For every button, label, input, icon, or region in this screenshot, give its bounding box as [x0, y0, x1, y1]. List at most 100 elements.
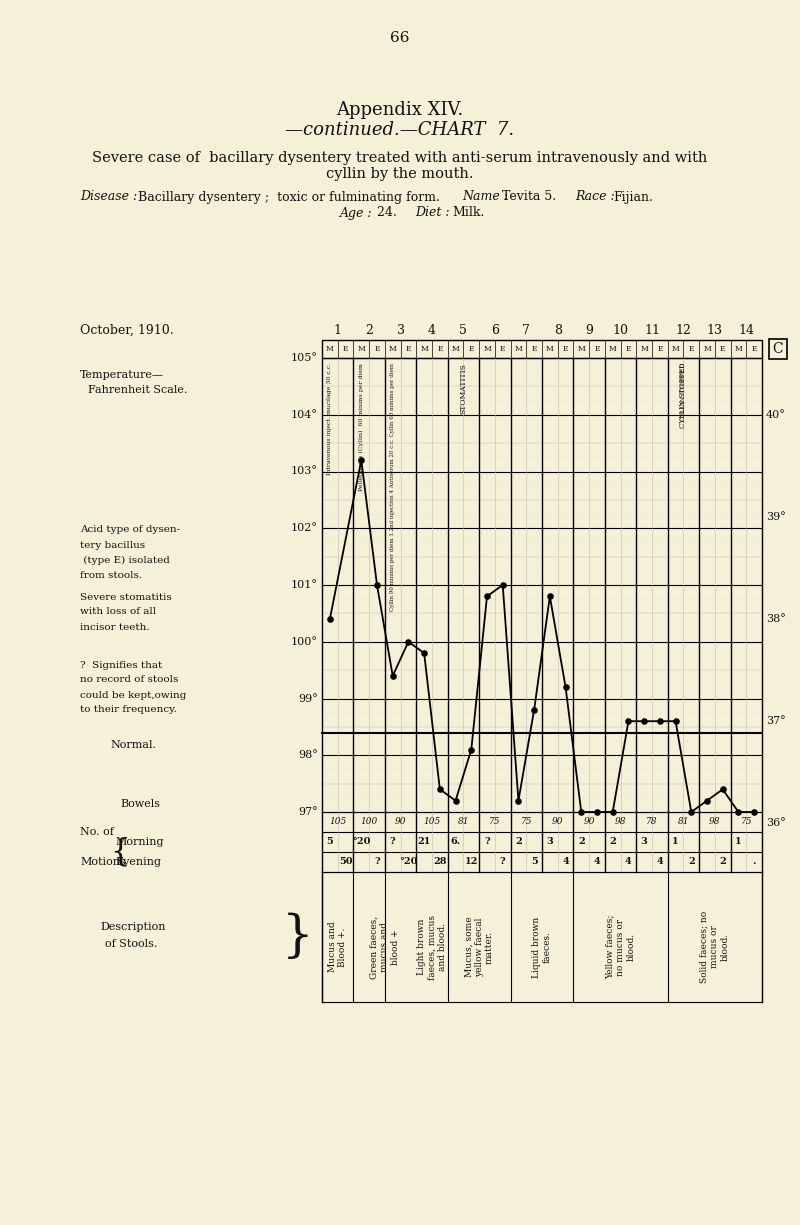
Text: {: { — [110, 837, 130, 867]
Text: 90: 90 — [395, 817, 406, 827]
Text: 13: 13 — [707, 323, 723, 337]
Point — [590, 802, 603, 822]
Point — [716, 779, 729, 799]
Text: 104°: 104° — [291, 409, 318, 420]
Text: E: E — [563, 345, 568, 353]
Point — [528, 699, 541, 719]
Text: cyllin by the mouth.: cyllin by the mouth. — [326, 167, 474, 181]
Text: 3: 3 — [397, 323, 405, 337]
Text: 2: 2 — [578, 838, 585, 846]
Text: no record of stools: no record of stools — [80, 675, 178, 685]
Text: to their frequency.: to their frequency. — [80, 706, 177, 714]
Text: 66: 66 — [390, 31, 410, 45]
Text: ?  Signifies that: ? Signifies that — [80, 660, 162, 670]
Text: 12: 12 — [675, 323, 691, 337]
Text: 90: 90 — [583, 817, 595, 827]
Text: from stools.: from stools. — [80, 571, 142, 579]
Point — [434, 779, 446, 799]
Text: STOMATITIS: STOMATITIS — [459, 363, 467, 414]
Point — [402, 632, 415, 652]
Text: Bowels: Bowels — [120, 799, 160, 808]
Text: Pelletinoids (Cyllin)  60 minims per diem: Pelletinoids (Cyllin) 60 minims per diem — [358, 363, 364, 491]
Text: M: M — [514, 345, 522, 353]
Point — [418, 643, 430, 663]
Text: 2: 2 — [688, 858, 694, 866]
Text: 14: 14 — [738, 323, 754, 337]
Text: Temperature—: Temperature— — [80, 370, 164, 380]
Text: —continued.—CHART  7.: —continued.—CHART 7. — [286, 121, 514, 138]
Text: 105: 105 — [423, 817, 441, 827]
Text: .: . — [753, 858, 756, 866]
Text: 101°: 101° — [291, 579, 318, 590]
Text: Appendix XIV.: Appendix XIV. — [336, 100, 464, 119]
Text: 7: 7 — [522, 323, 530, 337]
Text: 97°: 97° — [298, 807, 318, 817]
Text: M: M — [734, 345, 742, 353]
Text: 75: 75 — [521, 817, 532, 827]
Text: No. of: No. of — [80, 827, 114, 837]
Text: 99°: 99° — [298, 693, 318, 703]
Text: 10: 10 — [613, 323, 629, 337]
Text: 21: 21 — [418, 838, 431, 846]
Text: Cyllin 90 minims per diem 1.2nd injection 4 Antiserum 20 c.c. Cyllin 60 minims p: Cyllin 90 minims per diem 1.2nd injectio… — [390, 363, 395, 611]
Text: 2: 2 — [515, 838, 522, 846]
Text: E: E — [626, 345, 631, 353]
Point — [543, 587, 556, 606]
Text: 2: 2 — [610, 838, 616, 846]
Point — [449, 791, 462, 811]
Text: 50: 50 — [338, 858, 352, 866]
Text: 24.: 24. — [377, 207, 409, 219]
Text: Motions: Motions — [80, 858, 126, 867]
Text: 4: 4 — [657, 858, 663, 866]
Point — [323, 609, 336, 628]
Text: CYLLIN STOPPED: CYLLIN STOPPED — [681, 363, 686, 421]
Text: 81: 81 — [678, 817, 689, 827]
Text: 98: 98 — [709, 817, 721, 827]
Text: 100: 100 — [361, 817, 378, 827]
Point — [386, 666, 399, 686]
Point — [575, 802, 588, 822]
Text: E: E — [343, 345, 348, 353]
Text: Morning: Morning — [115, 837, 163, 846]
Text: incisor teeth.: incisor teeth. — [80, 622, 150, 632]
Text: 9: 9 — [586, 323, 593, 337]
Text: Light brown
faeces, mucus
and blood.: Light brown faeces, mucus and blood. — [417, 915, 447, 980]
Text: Green faeces,
mucus and
blood +: Green faeces, mucus and blood + — [370, 915, 400, 979]
Text: °20: °20 — [399, 858, 418, 866]
Point — [685, 802, 698, 822]
Text: E: E — [531, 345, 537, 353]
Text: M: M — [420, 345, 428, 353]
Point — [512, 791, 525, 811]
Text: ?: ? — [484, 838, 490, 846]
Point — [654, 712, 666, 731]
Text: E: E — [374, 345, 380, 353]
Text: 8: 8 — [554, 323, 562, 337]
Text: CYLLIN STOPPED: CYLLIN STOPPED — [679, 363, 687, 429]
Text: }: } — [282, 913, 314, 962]
Text: tery bacillus: tery bacillus — [80, 540, 145, 550]
Text: Diet :: Diet : — [415, 207, 450, 219]
Text: E: E — [500, 345, 506, 353]
Text: 100°: 100° — [291, 637, 318, 647]
Text: 98: 98 — [615, 817, 626, 827]
Point — [465, 740, 478, 760]
Text: M: M — [640, 345, 648, 353]
Text: Yellow faeces;
no mucus or
blood.: Yellow faeces; no mucus or blood. — [606, 915, 635, 979]
Text: 1: 1 — [735, 838, 742, 846]
Text: ?: ? — [500, 858, 506, 866]
Text: M: M — [326, 345, 334, 353]
Text: 12: 12 — [465, 858, 478, 866]
Text: 105°: 105° — [291, 353, 318, 363]
Text: 4: 4 — [562, 858, 569, 866]
Text: Disease :: Disease : — [80, 191, 138, 203]
Text: Acid type of dysen-: Acid type of dysen- — [80, 526, 180, 534]
Text: M: M — [672, 345, 679, 353]
Text: Liquid brown
faeces.: Liquid brown faeces. — [532, 916, 552, 978]
Text: Bacillary dysentery ;  toxic or fulminating form.: Bacillary dysentery ; toxic or fulminati… — [138, 191, 464, 203]
Text: 3: 3 — [546, 838, 554, 846]
Text: Milk.: Milk. — [452, 207, 484, 219]
Text: E: E — [689, 345, 694, 353]
Text: 103°: 103° — [291, 467, 318, 477]
Point — [606, 802, 619, 822]
Text: Evening: Evening — [115, 858, 161, 867]
